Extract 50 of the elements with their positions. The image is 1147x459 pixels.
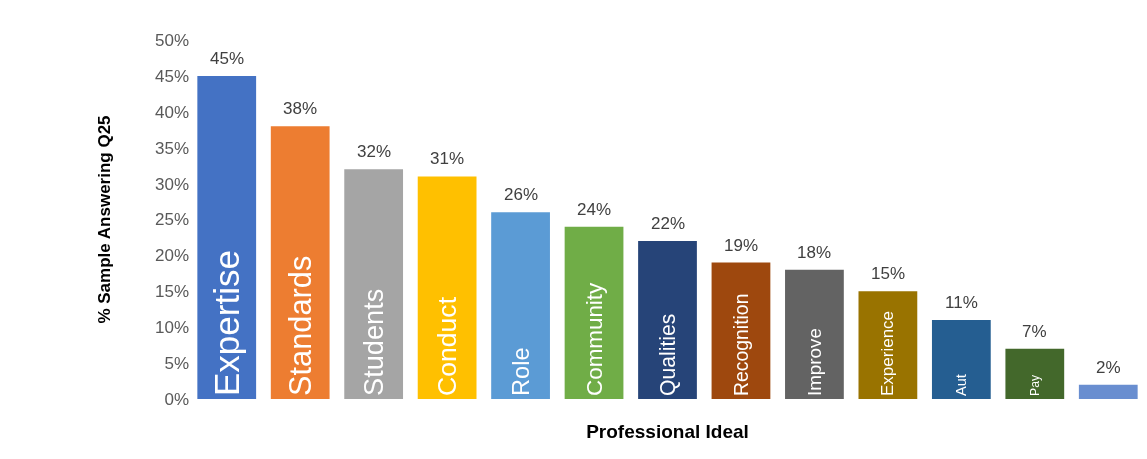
data-label: 45% [210,49,245,68]
x-tick-label: Students [358,288,390,396]
y-tick-label: 35% [154,138,189,158]
x-tick-label: Expertise [207,250,247,396]
data-label: 38% [283,99,318,118]
bar [491,212,550,399]
bar [197,75,257,399]
y-tick-label: 50% [154,30,189,50]
y-tick-label: 45% [154,66,189,86]
bar [638,241,697,399]
data-label: 31% [430,149,465,168]
data-label: 11% [945,293,978,312]
y-tick-label: 25% [154,210,189,230]
x-tick-label: Experience [878,310,898,396]
x-tick-label: Community [581,281,607,396]
x-tick-label: Aut [953,374,970,396]
data-label: 19% [724,236,759,255]
bar [858,291,918,399]
x-tick-label: Qualities [655,313,680,396]
data-label: 24% [577,200,612,219]
y-axis-title: % Sample Answering Q25 [94,115,114,324]
y-tick-label: 0% [164,389,189,409]
bar [931,320,991,399]
x-tick-label: Standards [282,255,318,396]
bar [1078,384,1138,399]
data-label: 32% [357,142,392,161]
bar [270,126,330,399]
data-label: 15% [871,264,906,283]
bar [417,176,477,399]
x-axis-title: Professional Ideal [586,420,749,442]
x-tick-label: Conduct [432,296,463,396]
data-label: 26% [504,185,539,204]
x-tick-label: Pay [1027,374,1042,396]
x-tick-label: Role [507,347,534,396]
bar [564,226,624,399]
data-label: 18% [797,243,832,262]
y-tick-label: 5% [164,354,189,374]
y-tick-label: 30% [154,174,189,194]
y-tick-label: 15% [154,282,189,302]
bar [344,169,404,399]
x-tick-label: Improve [803,328,825,396]
bar [785,269,844,399]
y-tick-label: 40% [154,102,189,122]
y-tick-label: 20% [154,246,189,266]
x-tick-label: Recognition [729,293,752,396]
y-tick-label: 10% [154,318,189,338]
data-label: 22% [651,214,686,233]
data-label: 2% [1096,358,1121,377]
data-label: 7% [1022,322,1047,341]
bar [1005,348,1065,399]
